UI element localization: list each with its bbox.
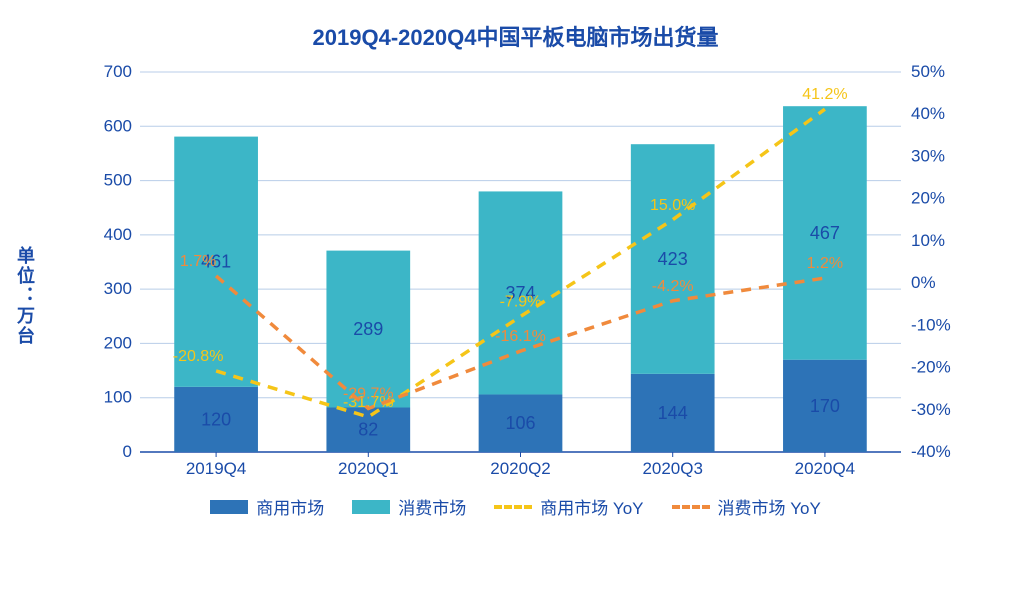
bar-value-label: 289 (353, 319, 383, 339)
svg-text:100: 100 (104, 388, 132, 407)
legend-item-line-a: 商用市场 YoY (494, 494, 643, 519)
legend-swatch-icon (494, 505, 532, 509)
svg-text:0: 0 (123, 442, 132, 461)
bar-value-label: 423 (658, 249, 688, 269)
line-point-label: -4.2% (652, 278, 694, 295)
x-axis-tick-label: 2020Q1 (338, 459, 399, 478)
svg-text:-20%: -20% (911, 358, 951, 377)
line-point-label: 41.2% (802, 86, 847, 103)
legend-swatch-icon (210, 500, 248, 514)
x-axis-tick-label: 2020Q2 (490, 459, 551, 478)
line-point-label: 1.7% (180, 253, 216, 270)
legend-swatch-icon (672, 505, 710, 509)
chart-title: 2019Q4-2020Q4中国平板电脑市场出货量 (80, 20, 951, 52)
chart-container: 2019Q4-2020Q4中国平板电脑市场出货量 单位：万台 0 100 200 30… (0, 0, 1011, 592)
bar-value-label: 106 (505, 413, 535, 433)
legend: 商用市场 消费市场 商用市场 YoY 消费市场 YoY (80, 494, 951, 519)
legend-item-bar-a: 商用市场 (210, 494, 324, 519)
svg-text:10%: 10% (911, 231, 945, 250)
svg-text:30%: 30% (911, 146, 945, 165)
legend-swatch-icon (352, 500, 390, 514)
bar-value-label: 82 (358, 420, 378, 440)
svg-text:-10%: -10% (911, 315, 951, 334)
svg-text:0%: 0% (911, 273, 936, 292)
line-point-label: -20.8% (173, 348, 224, 365)
legend-item-line-b: 消费市场 YoY (672, 494, 821, 519)
x-axis-tick-label: 2020Q3 (642, 459, 703, 478)
svg-text:400: 400 (104, 225, 132, 244)
plot-area: 0 100 200 300 400 500 600 700 -40% -30% -20% -10% 0%… (90, 62, 961, 482)
svg-text:600: 600 (104, 116, 132, 135)
y-axis-left-label: 单位：万台 (12, 246, 38, 346)
bar-value-label: 170 (810, 396, 840, 416)
bar-value-label: 467 (810, 223, 840, 243)
line-point-label: -7.9% (500, 293, 542, 310)
x-axis-tick-label: 2020Q4 (795, 459, 856, 478)
legend-item-bar-b: 消费市场 (352, 494, 466, 519)
legend-label: 商用市场 (256, 494, 324, 519)
line-point-label: 1.2% (807, 255, 843, 272)
svg-text:50%: 50% (911, 62, 945, 81)
svg-text:500: 500 (104, 171, 132, 190)
line-point-label: 15.0% (650, 197, 695, 214)
line-point-label: -16.1% (495, 328, 546, 345)
legend-label: 消费市场 YoY (718, 494, 821, 519)
svg-text:300: 300 (104, 279, 132, 298)
svg-text:-40%: -40% (911, 442, 951, 461)
svg-text:200: 200 (104, 333, 132, 352)
legend-label: 消费市场 (398, 494, 466, 519)
svg-text:20%: 20% (911, 189, 945, 208)
legend-label: 商用市场 YoY (540, 494, 643, 519)
line-point-label: -29.7% (343, 386, 394, 403)
svg-text:40%: 40% (911, 104, 945, 123)
bar-value-label: 144 (658, 403, 688, 423)
x-axis-tick-label: 2019Q4 (186, 459, 247, 478)
svg-text:700: 700 (104, 62, 132, 81)
bar-value-label: 120 (201, 409, 231, 429)
svg-text:-30%: -30% (911, 400, 951, 419)
